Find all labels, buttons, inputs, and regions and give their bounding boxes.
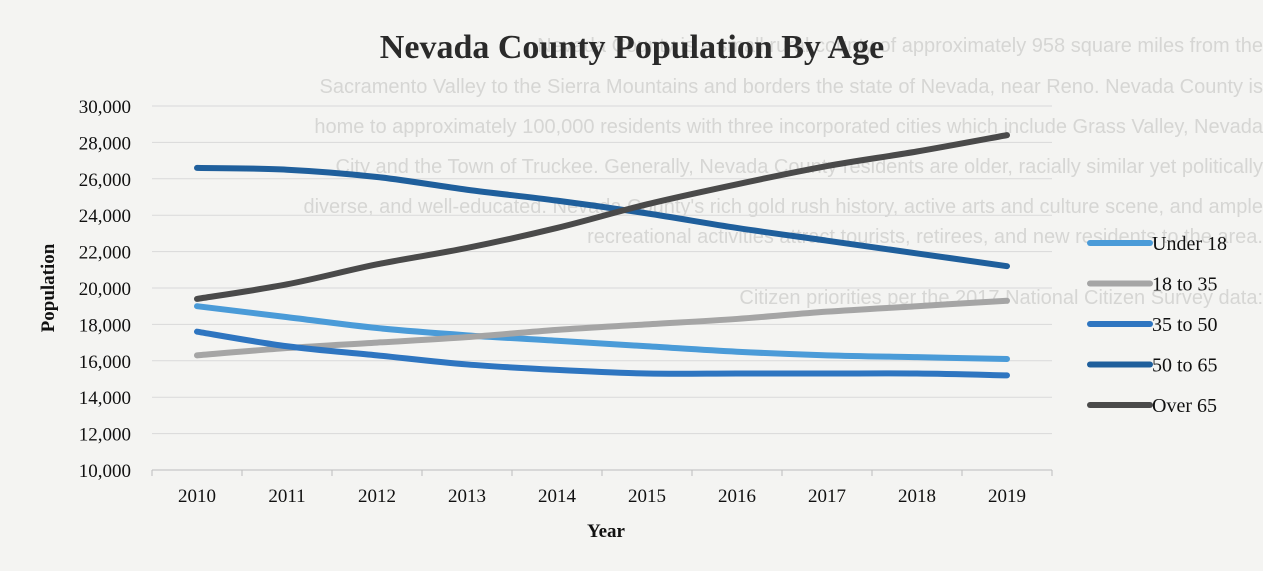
y-tick-label: 12,000 bbox=[79, 425, 131, 446]
x-tick-label: 2016 bbox=[718, 486, 756, 507]
x-tick-label: 2011 bbox=[268, 486, 305, 507]
x-tick-label: 2019 bbox=[988, 486, 1026, 507]
x-tick-label: 2015 bbox=[628, 486, 666, 507]
y-tick-label: 30,000 bbox=[79, 97, 131, 118]
legend-label-35-to-50: 35 to 50 bbox=[1152, 314, 1218, 336]
series-line-35-to-50 bbox=[194, 328, 1010, 379]
x-tick-label: 2013 bbox=[448, 486, 486, 507]
series-lines bbox=[194, 132, 1010, 379]
gridlines bbox=[151, 105, 1053, 476]
x-tick-label: 2012 bbox=[358, 486, 396, 507]
background-text-line: home to approximately 100,000 residents … bbox=[314, 116, 1263, 138]
series-line-under-18 bbox=[194, 303, 1010, 362]
y-tick-label: 26,000 bbox=[79, 170, 131, 191]
x-tick-label: 2018 bbox=[898, 486, 936, 507]
y-tick-label: 28,000 bbox=[79, 133, 131, 154]
y-tick-label: 16,000 bbox=[79, 352, 131, 373]
legend-label-under-18: Under 18 bbox=[1152, 233, 1227, 255]
y-tick-label: 18,000 bbox=[79, 315, 131, 336]
y-axis-label: Population bbox=[38, 243, 59, 332]
x-tick-label: 2014 bbox=[538, 486, 577, 507]
y-axis-ticks: 10,000 12,000 14,000 16,000 18,000 20,000 22,0… bbox=[79, 97, 131, 482]
chart-title: Nevada County Population By Age bbox=[380, 29, 884, 66]
series-line-50-to-65 bbox=[194, 164, 1010, 270]
y-tick-label: 10,000 bbox=[79, 461, 131, 482]
x-axis-ticks: 2010 2011 2012 2013 2014 2015 2016 2017 2018 2019 bbox=[178, 486, 1026, 507]
background-text-line: Nevada County is a small rural county of… bbox=[537, 35, 1263, 57]
legend-label-over-65: Over 65 bbox=[1152, 395, 1217, 417]
background-text-line: Sacramento Valley to the Sierra Mountain… bbox=[320, 76, 1263, 98]
background-text-line: City and the Town of Truckee. Generally,… bbox=[336, 156, 1263, 178]
series-line-over-65 bbox=[194, 132, 1010, 302]
legend: Under 18 18 to 35 35 to 50 50 to 65 Over 65 bbox=[1087, 233, 1227, 417]
x-tick-label: 2010 bbox=[178, 486, 216, 507]
series-line-18-to-35 bbox=[194, 297, 1010, 359]
legend-label-50-to-65: 50 to 65 bbox=[1152, 355, 1218, 377]
legend-label-18-to-35: 18 to 35 bbox=[1152, 274, 1218, 296]
x-axis-label: Year bbox=[587, 521, 626, 542]
background-text-line: Citizen priorities per the 2017 National… bbox=[739, 287, 1263, 309]
y-tick-label: 14,000 bbox=[79, 388, 131, 409]
y-tick-label: 22,000 bbox=[79, 243, 131, 264]
y-tick-label: 20,000 bbox=[79, 279, 131, 300]
y-tick-label: 24,000 bbox=[79, 206, 131, 227]
x-tick-label: 2017 bbox=[808, 486, 846, 507]
